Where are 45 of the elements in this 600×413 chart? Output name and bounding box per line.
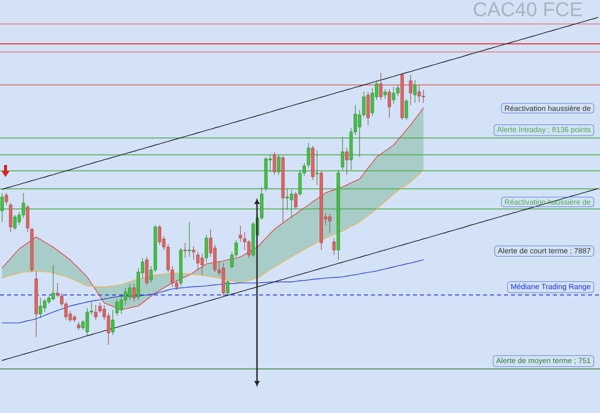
candlestick <box>272 152 276 176</box>
candlestick <box>13 214 17 230</box>
candlestick <box>98 302 102 314</box>
candlestick <box>315 150 319 186</box>
candlestick <box>290 190 294 218</box>
candlestick <box>188 222 192 258</box>
candlestick <box>306 142 310 168</box>
candlestick <box>413 80 417 104</box>
candlestick <box>366 92 370 126</box>
candlestick <box>4 192 8 206</box>
candlestick <box>111 310 114 336</box>
candlestick <box>388 88 392 118</box>
candlestick <box>94 304 98 320</box>
candlestick <box>183 242 187 258</box>
candlestick <box>383 88 387 100</box>
candlestick <box>298 170 302 196</box>
candlestick <box>277 154 280 176</box>
candlestick <box>158 224 162 246</box>
candlestick <box>226 280 230 296</box>
candlestick <box>392 86 396 104</box>
candlestick <box>404 98 408 120</box>
candlestick <box>145 256 148 286</box>
candlestick <box>340 136 344 170</box>
candlestick <box>26 204 30 232</box>
candlestick <box>132 284 136 302</box>
candlestick <box>294 191 298 210</box>
candlestick <box>128 284 132 300</box>
candlestick <box>345 148 348 176</box>
candlestick <box>106 312 110 346</box>
candlestick <box>8 202 12 232</box>
candlestick <box>200 254 204 276</box>
candlestick <box>22 192 26 218</box>
candlestick <box>0 192 4 222</box>
candlestick <box>38 298 42 318</box>
candlestick <box>396 84 400 96</box>
candlestick <box>204 234 208 262</box>
candlestick <box>328 214 332 234</box>
candlestick <box>247 240 251 258</box>
candlestick <box>56 282 60 298</box>
candlestick <box>238 226 242 242</box>
candlestick <box>196 252 200 270</box>
candlestick <box>422 89 426 104</box>
candlestick <box>115 298 119 316</box>
candlestick <box>192 246 196 260</box>
candlestick <box>332 238 336 256</box>
